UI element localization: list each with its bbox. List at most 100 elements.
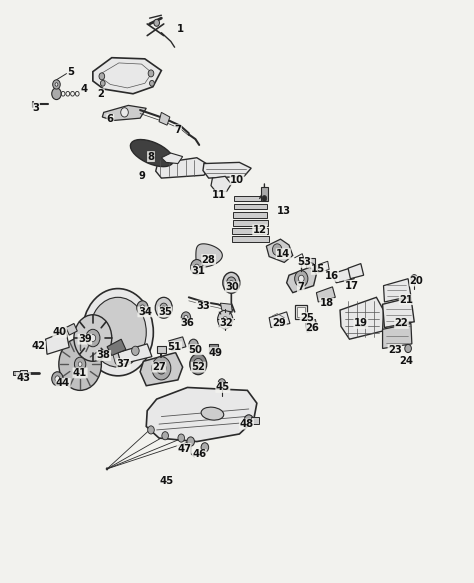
Bar <box>234 195 266 201</box>
Text: 48: 48 <box>239 419 254 429</box>
Text: 43: 43 <box>17 373 30 382</box>
Text: 31: 31 <box>191 266 205 276</box>
Text: 1: 1 <box>177 24 184 34</box>
Circle shape <box>90 335 96 342</box>
Circle shape <box>218 310 233 329</box>
Circle shape <box>52 88 61 100</box>
Circle shape <box>295 271 308 287</box>
Text: 11: 11 <box>212 190 226 200</box>
Text: 35: 35 <box>158 307 172 317</box>
Circle shape <box>218 379 226 388</box>
Text: 4: 4 <box>80 84 87 94</box>
Polygon shape <box>331 268 354 283</box>
Polygon shape <box>102 106 146 121</box>
Text: 5: 5 <box>67 66 74 76</box>
Text: 15: 15 <box>311 265 325 275</box>
Text: 3: 3 <box>33 103 39 113</box>
Text: 13: 13 <box>277 206 291 216</box>
Polygon shape <box>168 337 186 351</box>
Text: 23: 23 <box>388 345 402 354</box>
Text: 44: 44 <box>56 378 70 388</box>
Circle shape <box>229 280 233 285</box>
Text: 30: 30 <box>226 282 239 292</box>
Ellipse shape <box>201 407 224 420</box>
Text: 52: 52 <box>191 362 205 372</box>
Circle shape <box>201 442 209 452</box>
Circle shape <box>121 108 128 117</box>
Text: 19: 19 <box>354 318 368 328</box>
Circle shape <box>78 362 82 367</box>
Circle shape <box>53 80 60 89</box>
Circle shape <box>162 306 165 310</box>
Text: 16: 16 <box>325 271 338 282</box>
Polygon shape <box>93 58 161 94</box>
Circle shape <box>155 297 172 318</box>
Circle shape <box>106 468 108 470</box>
Bar <box>209 345 218 353</box>
Polygon shape <box>287 267 317 293</box>
Polygon shape <box>107 339 126 356</box>
Text: 33: 33 <box>196 301 210 311</box>
Polygon shape <box>220 303 232 312</box>
Circle shape <box>193 359 203 370</box>
Text: 12: 12 <box>253 225 267 235</box>
Circle shape <box>152 357 171 380</box>
Polygon shape <box>46 331 69 354</box>
Text: 17: 17 <box>345 280 358 291</box>
Circle shape <box>132 346 139 356</box>
Polygon shape <box>348 264 364 279</box>
Polygon shape <box>156 158 211 178</box>
Bar <box>233 220 268 226</box>
Bar <box>261 187 268 201</box>
Circle shape <box>184 315 188 320</box>
Polygon shape <box>306 319 318 332</box>
Circle shape <box>86 329 100 347</box>
Circle shape <box>194 264 199 270</box>
Polygon shape <box>66 324 77 335</box>
Polygon shape <box>269 312 290 328</box>
Circle shape <box>160 303 167 312</box>
Text: 45: 45 <box>160 476 174 486</box>
Text: 45: 45 <box>216 382 230 392</box>
Text: 21: 21 <box>399 294 413 305</box>
Circle shape <box>273 244 282 255</box>
Text: 7: 7 <box>174 125 182 135</box>
Text: 36: 36 <box>181 318 194 328</box>
Text: 2: 2 <box>98 89 104 99</box>
Text: 27: 27 <box>152 362 166 372</box>
Text: 29: 29 <box>273 318 286 328</box>
Circle shape <box>74 357 86 371</box>
Bar <box>251 417 259 424</box>
Circle shape <box>162 431 168 440</box>
Polygon shape <box>203 163 251 178</box>
Text: 53: 53 <box>297 258 311 268</box>
Polygon shape <box>317 261 329 273</box>
Circle shape <box>148 426 155 434</box>
Circle shape <box>150 80 155 86</box>
Circle shape <box>262 195 267 201</box>
Polygon shape <box>266 239 293 262</box>
Bar <box>232 228 268 234</box>
Polygon shape <box>196 244 222 267</box>
Text: 6: 6 <box>107 114 114 124</box>
Polygon shape <box>317 287 335 302</box>
Text: 46: 46 <box>192 449 206 459</box>
Circle shape <box>154 19 159 26</box>
Text: 49: 49 <box>209 347 223 357</box>
Polygon shape <box>140 353 182 386</box>
Text: 40: 40 <box>53 327 67 337</box>
Text: 39: 39 <box>78 334 91 344</box>
Bar <box>297 307 305 317</box>
Circle shape <box>140 305 145 311</box>
Circle shape <box>227 277 236 289</box>
Text: 9: 9 <box>138 171 145 181</box>
Polygon shape <box>383 324 412 349</box>
Ellipse shape <box>130 139 173 167</box>
Polygon shape <box>161 153 182 164</box>
Text: 37: 37 <box>117 359 130 368</box>
Text: 26: 26 <box>306 322 319 332</box>
Text: 47: 47 <box>177 444 191 454</box>
Bar <box>234 203 267 209</box>
Text: 38: 38 <box>97 350 110 360</box>
Circle shape <box>90 297 146 367</box>
